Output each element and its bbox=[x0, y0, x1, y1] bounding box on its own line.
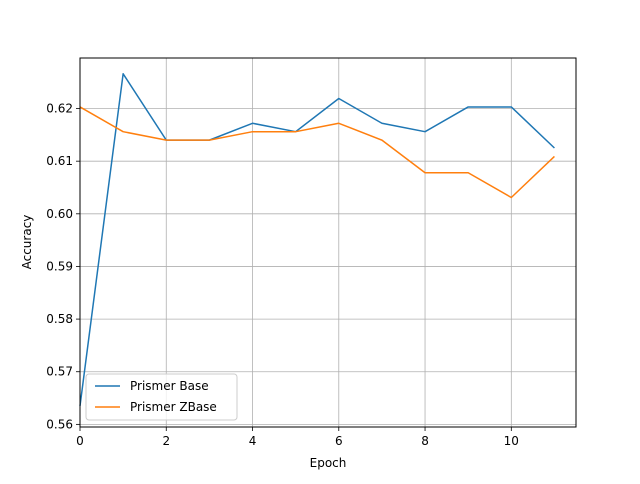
x-tick-label: 6 bbox=[335, 434, 343, 448]
y-tick-label: 0.56 bbox=[46, 417, 73, 431]
x-tick-label: 4 bbox=[249, 434, 257, 448]
y-tick-label: 0.59 bbox=[46, 259, 73, 273]
tick-layer: 0 2 4 6 8 10 0.56 0.57 0.58 0.59 0.60 0.61 0.62 bbox=[46, 102, 519, 448]
plot-frame bbox=[79, 57, 577, 428]
legend-box bbox=[85, 373, 238, 421]
series-line-2 bbox=[79, 106, 555, 199]
y-tick-label: 0.57 bbox=[46, 365, 73, 379]
y-axis-label: Accuracy bbox=[20, 215, 34, 270]
series-layer bbox=[79, 73, 555, 407]
series-line-1 bbox=[79, 73, 555, 407]
y-tick-label: 0.58 bbox=[46, 312, 73, 326]
y-tick-label: 0.60 bbox=[46, 207, 73, 221]
x-axis-label: Epoch bbox=[310, 456, 347, 470]
x-tick-label: 10 bbox=[504, 434, 519, 448]
x-tick-label: 2 bbox=[162, 434, 170, 448]
legend: Prismer Base Prismer ZBase bbox=[85, 373, 238, 421]
grid-layer bbox=[79, 58, 576, 427]
legend-label: Prismer ZBase bbox=[130, 400, 217, 414]
x-tick-label: 0 bbox=[76, 434, 84, 448]
y-tick-label: 0.61 bbox=[46, 154, 73, 168]
legend-label: Prismer Base bbox=[130, 379, 209, 393]
x-tick-label: 8 bbox=[421, 434, 429, 448]
y-tick-label: 0.62 bbox=[46, 102, 73, 116]
